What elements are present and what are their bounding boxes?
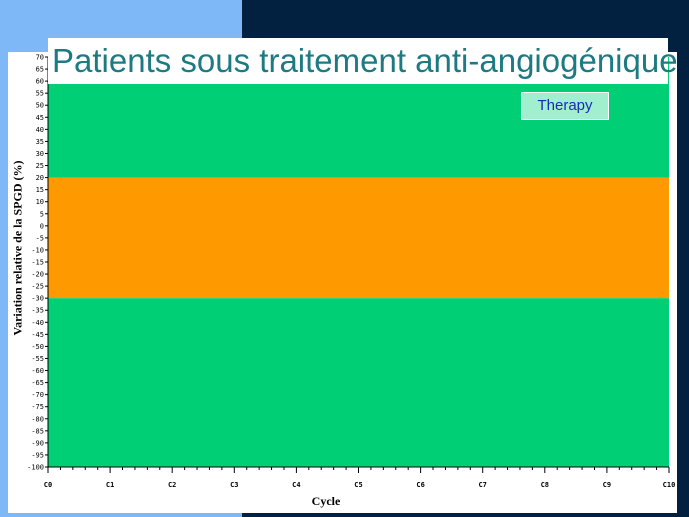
y-tick-label: 20 (36, 174, 44, 182)
y-axis-label: Variation relative de la SPGD (%) (10, 160, 25, 336)
y-tick-label: -40 (31, 319, 44, 327)
x-tick-label: C0 (44, 481, 52, 489)
y-tick-label: 55 (36, 90, 44, 98)
y-tick-label: -20 (31, 271, 44, 279)
x-tick-label: C3 (230, 481, 238, 489)
x-tick-label: C4 (292, 481, 300, 489)
x-tick-label: C10 (663, 481, 676, 489)
y-tick-label: 15 (36, 186, 44, 194)
y-tick-label: -60 (31, 367, 44, 375)
y-tick-label: -55 (31, 355, 44, 363)
y-tick-label: 45 (36, 114, 44, 122)
x-tick-label: C8 (541, 481, 549, 489)
x-tick-label: C2 (168, 481, 176, 489)
y-tick-label: 25 (36, 162, 44, 170)
y-tick-label: 60 (36, 78, 44, 86)
band-2 (48, 298, 669, 467)
y-tick-label: 30 (36, 150, 44, 158)
y-tick-label: -85 (31, 427, 44, 435)
x-tick-label: C5 (354, 481, 362, 489)
x-tick-label: C9 (603, 481, 611, 489)
y-tick-label: -45 (31, 331, 44, 339)
y-tick-label: -35 (31, 307, 44, 315)
y-tick-label: -80 (31, 415, 44, 423)
x-axis-label: Cycle (311, 494, 341, 508)
y-tick-label: -5 (36, 234, 44, 242)
y-tick-label: 70 (36, 54, 44, 62)
y-tick-label: -70 (31, 391, 44, 399)
y-tick-label: -65 (31, 379, 44, 387)
y-tick-label: 10 (36, 198, 44, 206)
x-axis-ticks: C0 C1 C2 C3 C4 C5 C6 C7 C8 C9 C10 (44, 467, 676, 489)
y-tick-label: 40 (36, 126, 44, 134)
y-tick-label: -90 (31, 439, 44, 447)
y-tick-label: -30 (31, 295, 44, 303)
y-tick-label: 5 (40, 210, 44, 218)
y-tick-label: 0 (40, 222, 44, 230)
y-tick-label: -50 (31, 343, 44, 351)
x-tick-label: C6 (416, 481, 424, 489)
y-tick-label: 50 (36, 102, 44, 110)
x-tick-label: C1 (106, 481, 114, 489)
y-tick-label: -75 (31, 403, 44, 411)
y-tick-label: -95 (31, 451, 44, 459)
y-tick-label: 65 (36, 66, 44, 74)
y-tick-label: -15 (31, 259, 44, 267)
x-tick-label: C7 (478, 481, 486, 489)
legend-therapy: Therapy (521, 92, 609, 120)
y-tick-label: -25 (31, 283, 44, 291)
y-tick-label: -100 (27, 464, 44, 472)
y-axis-ticks: 7065605550454035302520151050-5-10-15-20-… (27, 54, 48, 472)
band-1 (48, 177, 669, 299)
y-tick-label: 35 (36, 138, 44, 146)
slide-title: Patients sous traitement anti-angiogéniq… (48, 38, 678, 84)
y-tick-label: -10 (31, 246, 44, 254)
